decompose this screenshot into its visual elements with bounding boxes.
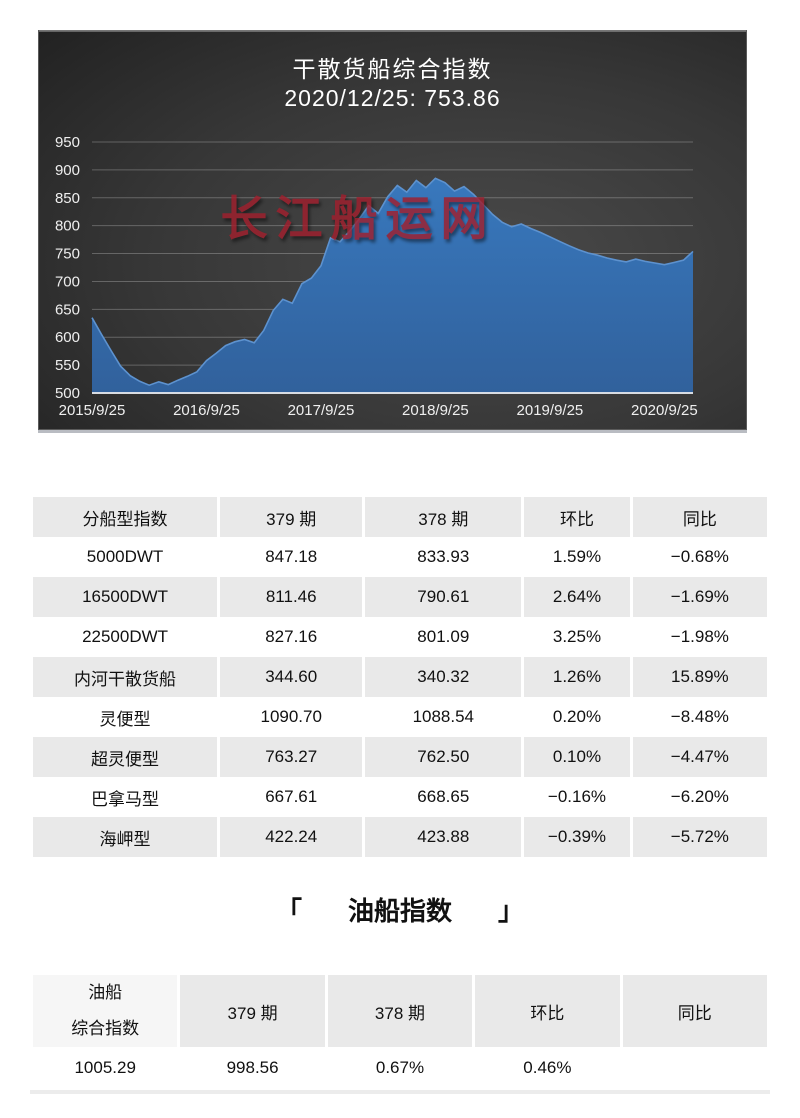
ship-type-cell: 22500DWT [82, 627, 169, 646]
header-mom-change: 环比 [475, 975, 620, 1047]
y-axis-tick-label: 600 [55, 329, 80, 346]
y-axis-tick-label: 900 [55, 162, 80, 179]
plot-area: 500 550 600 650 700 750 800 850 900 950 2015/9/25 2… [55, 134, 698, 419]
table-row: 22500DWT 827.16 801.09 3.25% −1.98% [33, 617, 767, 657]
table-row: 1005.29 998.56 0.67% 0.46% [33, 1047, 767, 1088]
y-axis-tick-label: 550 [55, 357, 80, 374]
value-cell: −6.20% [670, 787, 729, 806]
table-row: 灵便型 1090.70 1088.54 0.20% −8.48% [33, 697, 767, 737]
value-cell: 668.65 [417, 787, 470, 806]
oil-tanker-section-title: 「 油船指数 」 [0, 893, 800, 929]
header-yoy-change: 同比 [622, 975, 767, 1047]
value-cell: 422.24 [220, 817, 363, 857]
y-axis-tick-label: 950 [55, 134, 80, 151]
value-cell: 763.27 [220, 737, 363, 777]
value-cell: −1.69% [632, 577, 767, 617]
value-cell: 762.50 [365, 737, 522, 777]
header-period-378: 378 期 [365, 497, 522, 537]
value-cell: 833.93 [417, 547, 470, 566]
panel-bottom-edge [38, 430, 747, 433]
value-cell: 423.88 [365, 817, 522, 857]
value-cell: 0.67% [375, 1057, 425, 1077]
value-cell: 667.61 [265, 787, 318, 806]
table-header-row: 油船 综合指数 379 期 378 期 环比 同比 [33, 975, 767, 1047]
table-row: 内河干散货船 344.60 340.32 1.26% 15.89% [33, 657, 767, 697]
oil-label-line2: 综合指数 [71, 1019, 140, 1038]
value-cell: 0.20% [552, 707, 602, 726]
ship-type-cell: 灵便型 [99, 709, 151, 729]
header-period-379: 379 期 [220, 497, 363, 537]
x-axis-tick-label: 2018/9/25 [402, 402, 469, 419]
value-cell: 0.46% [523, 1057, 572, 1077]
y-axis-tick-label: 850 [55, 190, 80, 207]
index-area-chart: 500 550 600 650 700 750 800 850 900 950 2015/9/25 2… [38, 30, 747, 433]
ship-type-cell: 16500DWT [33, 577, 218, 617]
value-cell: −8.48% [670, 707, 729, 726]
oil-index-row-label: 油船 综合指数 [33, 975, 178, 1047]
value-cell: 15.89% [632, 657, 767, 697]
ship-type-index-table: 分船型指数 379 期 378 期 环比 同比 5000DWT 847.18 833… [30, 497, 770, 857]
series-top-edge [91, 177, 694, 387]
value-cell: 1088.54 [412, 707, 475, 726]
value-cell: 790.61 [365, 577, 522, 617]
value-cell: −4.47% [632, 737, 767, 777]
value-cell: 1.26% [524, 657, 630, 697]
value-cell: 847.18 [265, 547, 318, 566]
value-cell: 1005.29 [74, 1057, 136, 1077]
table-row: 海岬型 422.24 423.88 −0.39% −5.72% [33, 817, 767, 857]
table-row: 16500DWT 811.46 790.61 2.64% −1.69% [33, 577, 767, 617]
header-ship-type: 分船型指数 [33, 497, 218, 537]
ship-type-cell: 5000DWT [86, 547, 164, 566]
value-cell: 827.16 [265, 627, 318, 646]
value-cell: −0.39% [524, 817, 630, 857]
value-cell: 1090.70 [260, 707, 322, 726]
x-axis-tick-label: 2020/9/25 [631, 402, 698, 419]
bracket-right: 」 [498, 896, 525, 926]
ship-type-cell: 超灵便型 [33, 737, 218, 777]
x-axis-tick-label: 2015/9/25 [59, 402, 126, 419]
value-cell: 801.09 [417, 627, 470, 646]
value-cell: 0.10% [524, 737, 630, 777]
header-period-378: 378 期 [327, 975, 473, 1047]
value-cell: 344.60 [220, 657, 363, 697]
section-title-text: 油船指数 [347, 896, 452, 926]
value-cell: 811.46 [220, 577, 363, 617]
header-period-379: 379 期 [180, 975, 325, 1047]
value-cell: −1.98% [670, 627, 729, 646]
header-mom-change: 环比 [524, 497, 630, 537]
y-axis-tick-label: 800 [55, 218, 80, 235]
chart-subtitle: 2020/12/25: 753.86 [284, 85, 501, 111]
header-yoy-change: 同比 [632, 497, 767, 537]
value-cell: 3.25% [552, 627, 602, 646]
y-axis-tick-label: 650 [55, 301, 80, 318]
ship-type-cell: 巴拿马型 [91, 789, 160, 809]
y-axis-tick-label: 700 [55, 273, 80, 290]
oil-label-line1: 油船 [88, 983, 123, 1002]
y-axis-tick-label: 750 [55, 246, 80, 263]
table-row: 5000DWT 847.18 833.93 1.59% −0.68% [33, 537, 767, 577]
index-area-series [92, 178, 693, 393]
chart-title: 干散货船综合指数 [292, 56, 493, 82]
table-row: 巴拿马型 667.61 668.65 −0.16% −6.20% [33, 777, 767, 817]
value-cell: 2.64% [524, 577, 630, 617]
x-axis-tick-label: 2019/9/25 [517, 402, 584, 419]
value-cell: −5.72% [632, 817, 767, 857]
x-axis-tick-label: 2016/9/25 [173, 402, 240, 419]
value-cell: 340.32 [365, 657, 522, 697]
report-page: { "chart": { "title": "干散货船综合指数", "subti… [0, 30, 800, 1118]
cropped-next-row-strip [30, 1090, 770, 1094]
value-cell: 1.59% [552, 547, 602, 566]
table-row: 超灵便型 763.27 762.50 0.10% −4.47% [33, 737, 767, 777]
table-header-row: 分船型指数 379 期 378 期 环比 同比 [33, 497, 767, 537]
value-cell: −0.68% [670, 547, 729, 566]
ship-type-cell: 海岬型 [33, 817, 218, 857]
y-axis-tick-label: 500 [55, 385, 80, 402]
bracket-left: 「 [275, 896, 302, 926]
value-cell: 998.56 [226, 1057, 279, 1077]
value-cell: −0.16% [547, 787, 607, 806]
x-axis-tick-label: 2017/9/25 [288, 402, 355, 419]
ship-type-cell: 内河干散货船 [33, 657, 218, 697]
oil-tanker-index-table: 油船 综合指数 379 期 378 期 环比 同比 1005.29 998.56… [30, 975, 770, 1088]
dry-bulk-index-chart-panel: 500 550 600 650 700 750 800 850 900 950 2015/9/25 2… [38, 30, 747, 433]
